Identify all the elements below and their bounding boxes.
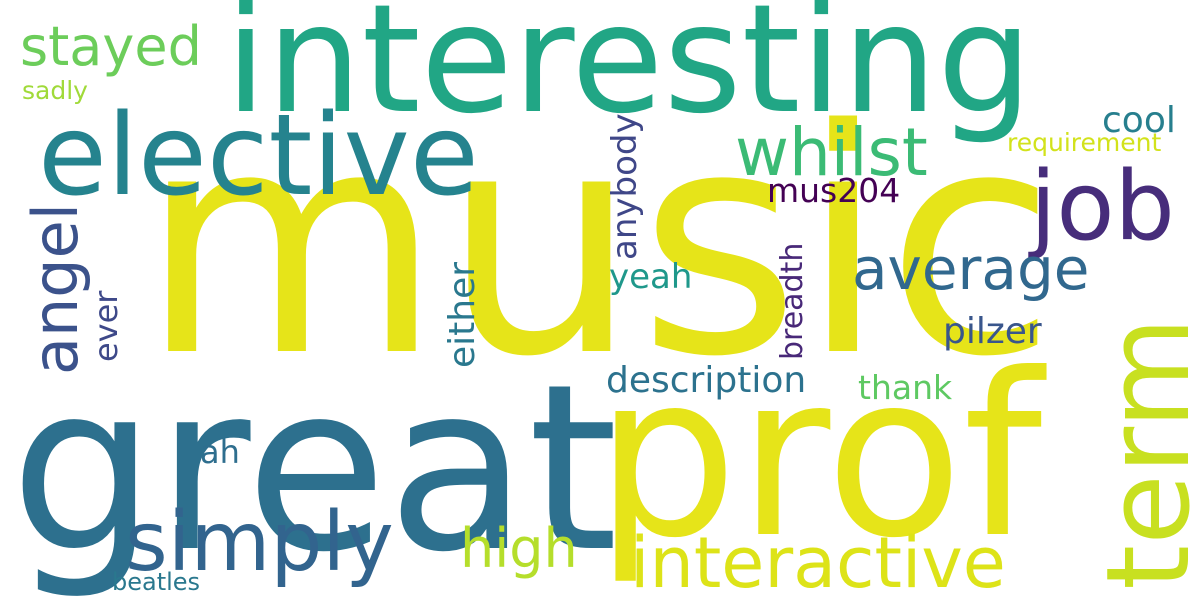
word-term: term	[1082, 316, 1200, 590]
word-simply: simply	[125, 495, 394, 590]
word-angel: angel	[19, 202, 92, 375]
word-stayed: stayed	[20, 15, 202, 78]
word-great: great	[10, 336, 619, 600]
word-beatles: beatles	[112, 568, 201, 596]
word-elective: elective	[38, 91, 479, 221]
word-interesting: interesting	[225, 0, 1033, 147]
word-description: description	[606, 360, 807, 401]
word-cool: cool	[1102, 100, 1176, 141]
word-interactive: interactive	[630, 522, 1006, 600]
word-job: job	[1030, 152, 1175, 262]
word-sadly: sadly	[22, 76, 88, 105]
word-ever: ever	[87, 290, 125, 362]
word-ah: ah	[200, 433, 240, 471]
word-mus204: mus204	[767, 171, 901, 210]
word-high: high	[460, 517, 578, 580]
word-average: average	[852, 235, 1090, 303]
word-whilst: whilst	[735, 114, 928, 191]
word-anybody: anybody	[605, 113, 645, 260]
word-music: music	[140, 64, 1057, 425]
word-breadth: breadth	[775, 242, 810, 360]
word-either: either	[442, 261, 483, 368]
word-yeah: yeah	[609, 257, 693, 297]
word-thank: thank	[858, 368, 953, 407]
word-prof: prof	[595, 326, 1043, 588]
word-pilzer: pilzer	[943, 311, 1042, 352]
word-requirement: requirement	[1007, 128, 1162, 157]
